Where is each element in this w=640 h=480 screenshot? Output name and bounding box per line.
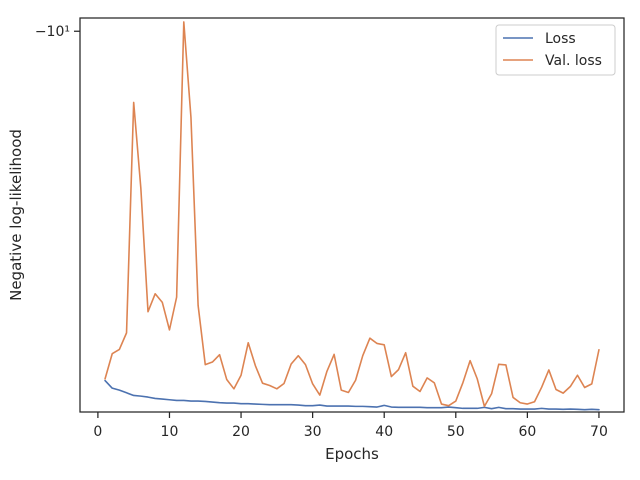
plot-area — [80, 18, 624, 412]
legend: Loss Val. loss — [496, 25, 615, 75]
legend-label-val-loss: Val. loss — [545, 53, 602, 69]
x-tick-label: 60 — [518, 424, 536, 440]
x-tick-label: 20 — [232, 424, 250, 440]
x-tick-label: 70 — [590, 424, 608, 440]
x-axis-label: Epochs — [325, 445, 379, 463]
x-tick-label: 50 — [447, 424, 465, 440]
x-tick-label: 30 — [304, 424, 322, 440]
y-tick-label: −10¹ — [35, 24, 70, 40]
x-tick-label: 0 — [93, 424, 102, 440]
legend-label-loss: Loss — [545, 31, 576, 47]
x-tick-label: 10 — [161, 424, 179, 440]
y-axis-label: Negative log-likelihood — [7, 129, 25, 301]
y-axis: −10¹ — [35, 24, 80, 40]
x-axis: 0 10 20 30 40 50 60 70 — [93, 412, 607, 440]
x-tick-label: 40 — [375, 424, 393, 440]
